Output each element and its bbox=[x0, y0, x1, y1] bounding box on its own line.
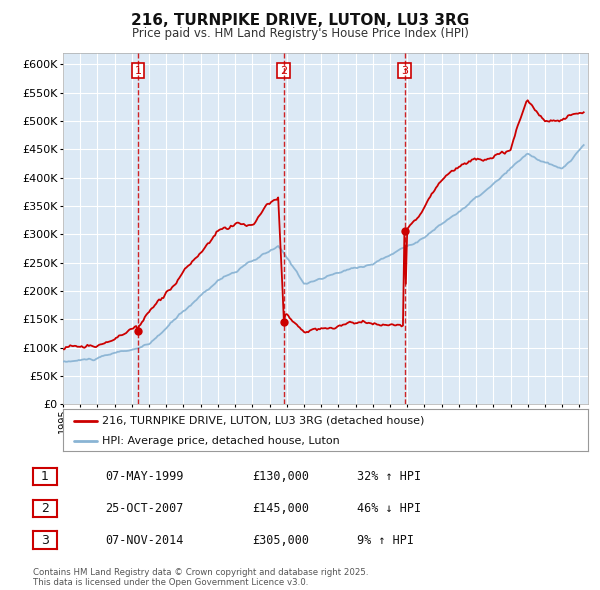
Text: 1: 1 bbox=[134, 65, 142, 76]
Text: Contains HM Land Registry data © Crown copyright and database right 2025.
This d: Contains HM Land Registry data © Crown c… bbox=[33, 568, 368, 587]
Text: Price paid vs. HM Land Registry's House Price Index (HPI): Price paid vs. HM Land Registry's House … bbox=[131, 27, 469, 40]
Text: 1: 1 bbox=[41, 470, 49, 483]
Text: 3: 3 bbox=[41, 534, 49, 547]
Text: 216, TURNPIKE DRIVE, LUTON, LU3 3RG (detached house): 216, TURNPIKE DRIVE, LUTON, LU3 3RG (det… bbox=[103, 416, 425, 426]
Text: 9% ↑ HPI: 9% ↑ HPI bbox=[357, 534, 414, 547]
Text: 2: 2 bbox=[280, 65, 287, 76]
Text: 3: 3 bbox=[401, 65, 408, 76]
Text: 25-OCT-2007: 25-OCT-2007 bbox=[105, 502, 184, 515]
Text: 07-NOV-2014: 07-NOV-2014 bbox=[105, 534, 184, 547]
Text: 07-MAY-1999: 07-MAY-1999 bbox=[105, 470, 184, 483]
Text: £145,000: £145,000 bbox=[252, 502, 309, 515]
Text: 2: 2 bbox=[41, 502, 49, 515]
Text: 46% ↓ HPI: 46% ↓ HPI bbox=[357, 502, 421, 515]
Text: 32% ↑ HPI: 32% ↑ HPI bbox=[357, 470, 421, 483]
Text: £305,000: £305,000 bbox=[252, 534, 309, 547]
Text: 216, TURNPIKE DRIVE, LUTON, LU3 3RG: 216, TURNPIKE DRIVE, LUTON, LU3 3RG bbox=[131, 13, 469, 28]
Text: £130,000: £130,000 bbox=[252, 470, 309, 483]
Text: HPI: Average price, detached house, Luton: HPI: Average price, detached house, Luto… bbox=[103, 436, 340, 445]
